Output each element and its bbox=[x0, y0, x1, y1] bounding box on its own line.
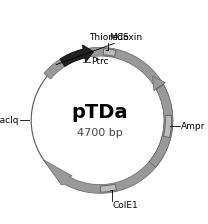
Text: laclq: laclq bbox=[0, 116, 19, 125]
Text: Ampr: Ampr bbox=[181, 122, 205, 131]
Polygon shape bbox=[149, 76, 173, 167]
Polygon shape bbox=[163, 115, 172, 138]
Text: Thioredoxin: Thioredoxin bbox=[89, 33, 142, 42]
Polygon shape bbox=[103, 49, 116, 56]
Text: MCS: MCS bbox=[109, 33, 129, 42]
Polygon shape bbox=[60, 45, 93, 67]
Polygon shape bbox=[43, 47, 173, 193]
Text: 4700 bp: 4700 bp bbox=[77, 128, 123, 138]
Text: ColE1: ColE1 bbox=[113, 201, 139, 210]
Text: pTDa: pTDa bbox=[72, 103, 128, 121]
Text: Ptrc: Ptrc bbox=[91, 57, 109, 66]
Polygon shape bbox=[100, 184, 117, 192]
